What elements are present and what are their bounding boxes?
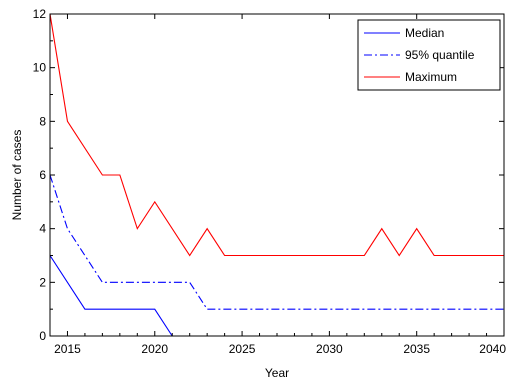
series-line-3: [49, 13, 504, 257]
y-axis-title: Number of cases: [10, 130, 24, 221]
legend-label-1: Median: [405, 26, 444, 40]
x-tick-label: 2015: [54, 342, 81, 356]
y-tick-label: 6: [39, 168, 46, 182]
plot-frame: [49, 13, 505, 337]
x-tick-label: 2040: [479, 342, 506, 356]
legend-label-3: Maximum: [405, 70, 457, 84]
series-line-1: [49, 255, 173, 337]
y-tick-label: 2: [39, 275, 46, 289]
x-axis-title: Year: [265, 366, 289, 380]
y-tick-label: 0: [39, 329, 46, 343]
x-tick-label: 2035: [403, 342, 430, 356]
legend: Median 95% quantile Maximum: [357, 19, 501, 91]
series-line-2: [49, 174, 504, 310]
y-tick-label: 8: [39, 114, 46, 128]
x-tick-label: 2025: [229, 342, 256, 356]
x-tick-label: 2030: [316, 342, 343, 356]
series-layer: [49, 13, 504, 337]
legend-label-2: 95% quantile: [405, 48, 475, 62]
y-tick-label: 12: [33, 7, 47, 21]
y-tick-label: 10: [33, 61, 47, 75]
x-tick-label: 2020: [141, 342, 168, 356]
y-tick-label: 4: [39, 222, 46, 236]
